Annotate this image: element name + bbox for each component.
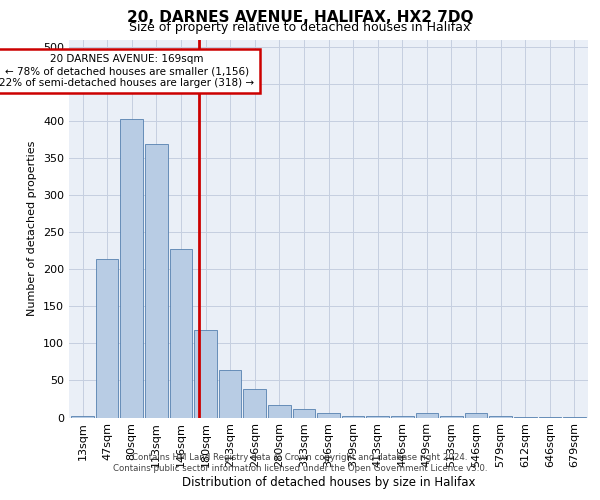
Text: Contains HM Land Registry data © Crown copyright and database right 2024.: Contains HM Land Registry data © Crown c…	[132, 452, 468, 462]
Bar	[563, 417, 586, 418]
Bar	[293, 408, 315, 418]
Bar	[342, 416, 364, 418]
Bar	[391, 416, 413, 418]
Bar	[145, 144, 167, 418]
Bar	[96, 259, 118, 418]
Text: 20, DARNES AVENUE, HALIFAX, HX2 7DQ: 20, DARNES AVENUE, HALIFAX, HX2 7DQ	[127, 10, 473, 25]
Bar	[490, 416, 512, 418]
Bar	[416, 413, 438, 418]
Text: Size of property relative to detached houses in Halifax: Size of property relative to detached ho…	[130, 21, 470, 34]
X-axis label: Distribution of detached houses by size in Halifax: Distribution of detached houses by size …	[182, 476, 475, 489]
Bar	[268, 405, 290, 417]
Bar	[317, 413, 340, 418]
Bar	[539, 417, 561, 418]
Bar	[71, 416, 94, 418]
Bar	[170, 248, 192, 418]
Bar	[194, 330, 217, 418]
Bar	[367, 416, 389, 418]
Bar	[465, 413, 487, 418]
Bar	[440, 416, 463, 418]
Y-axis label: Number of detached properties: Number of detached properties	[28, 141, 37, 316]
Bar	[121, 119, 143, 418]
Text: 20 DARNES AVENUE: 169sqm
← 78% of detached houses are smaller (1,156)
22% of sem: 20 DARNES AVENUE: 169sqm ← 78% of detach…	[0, 54, 254, 88]
Bar	[244, 390, 266, 417]
Bar	[514, 417, 536, 418]
Text: Contains public sector information licensed under the Open Government Licence v3: Contains public sector information licen…	[113, 464, 487, 473]
Bar	[219, 370, 241, 418]
